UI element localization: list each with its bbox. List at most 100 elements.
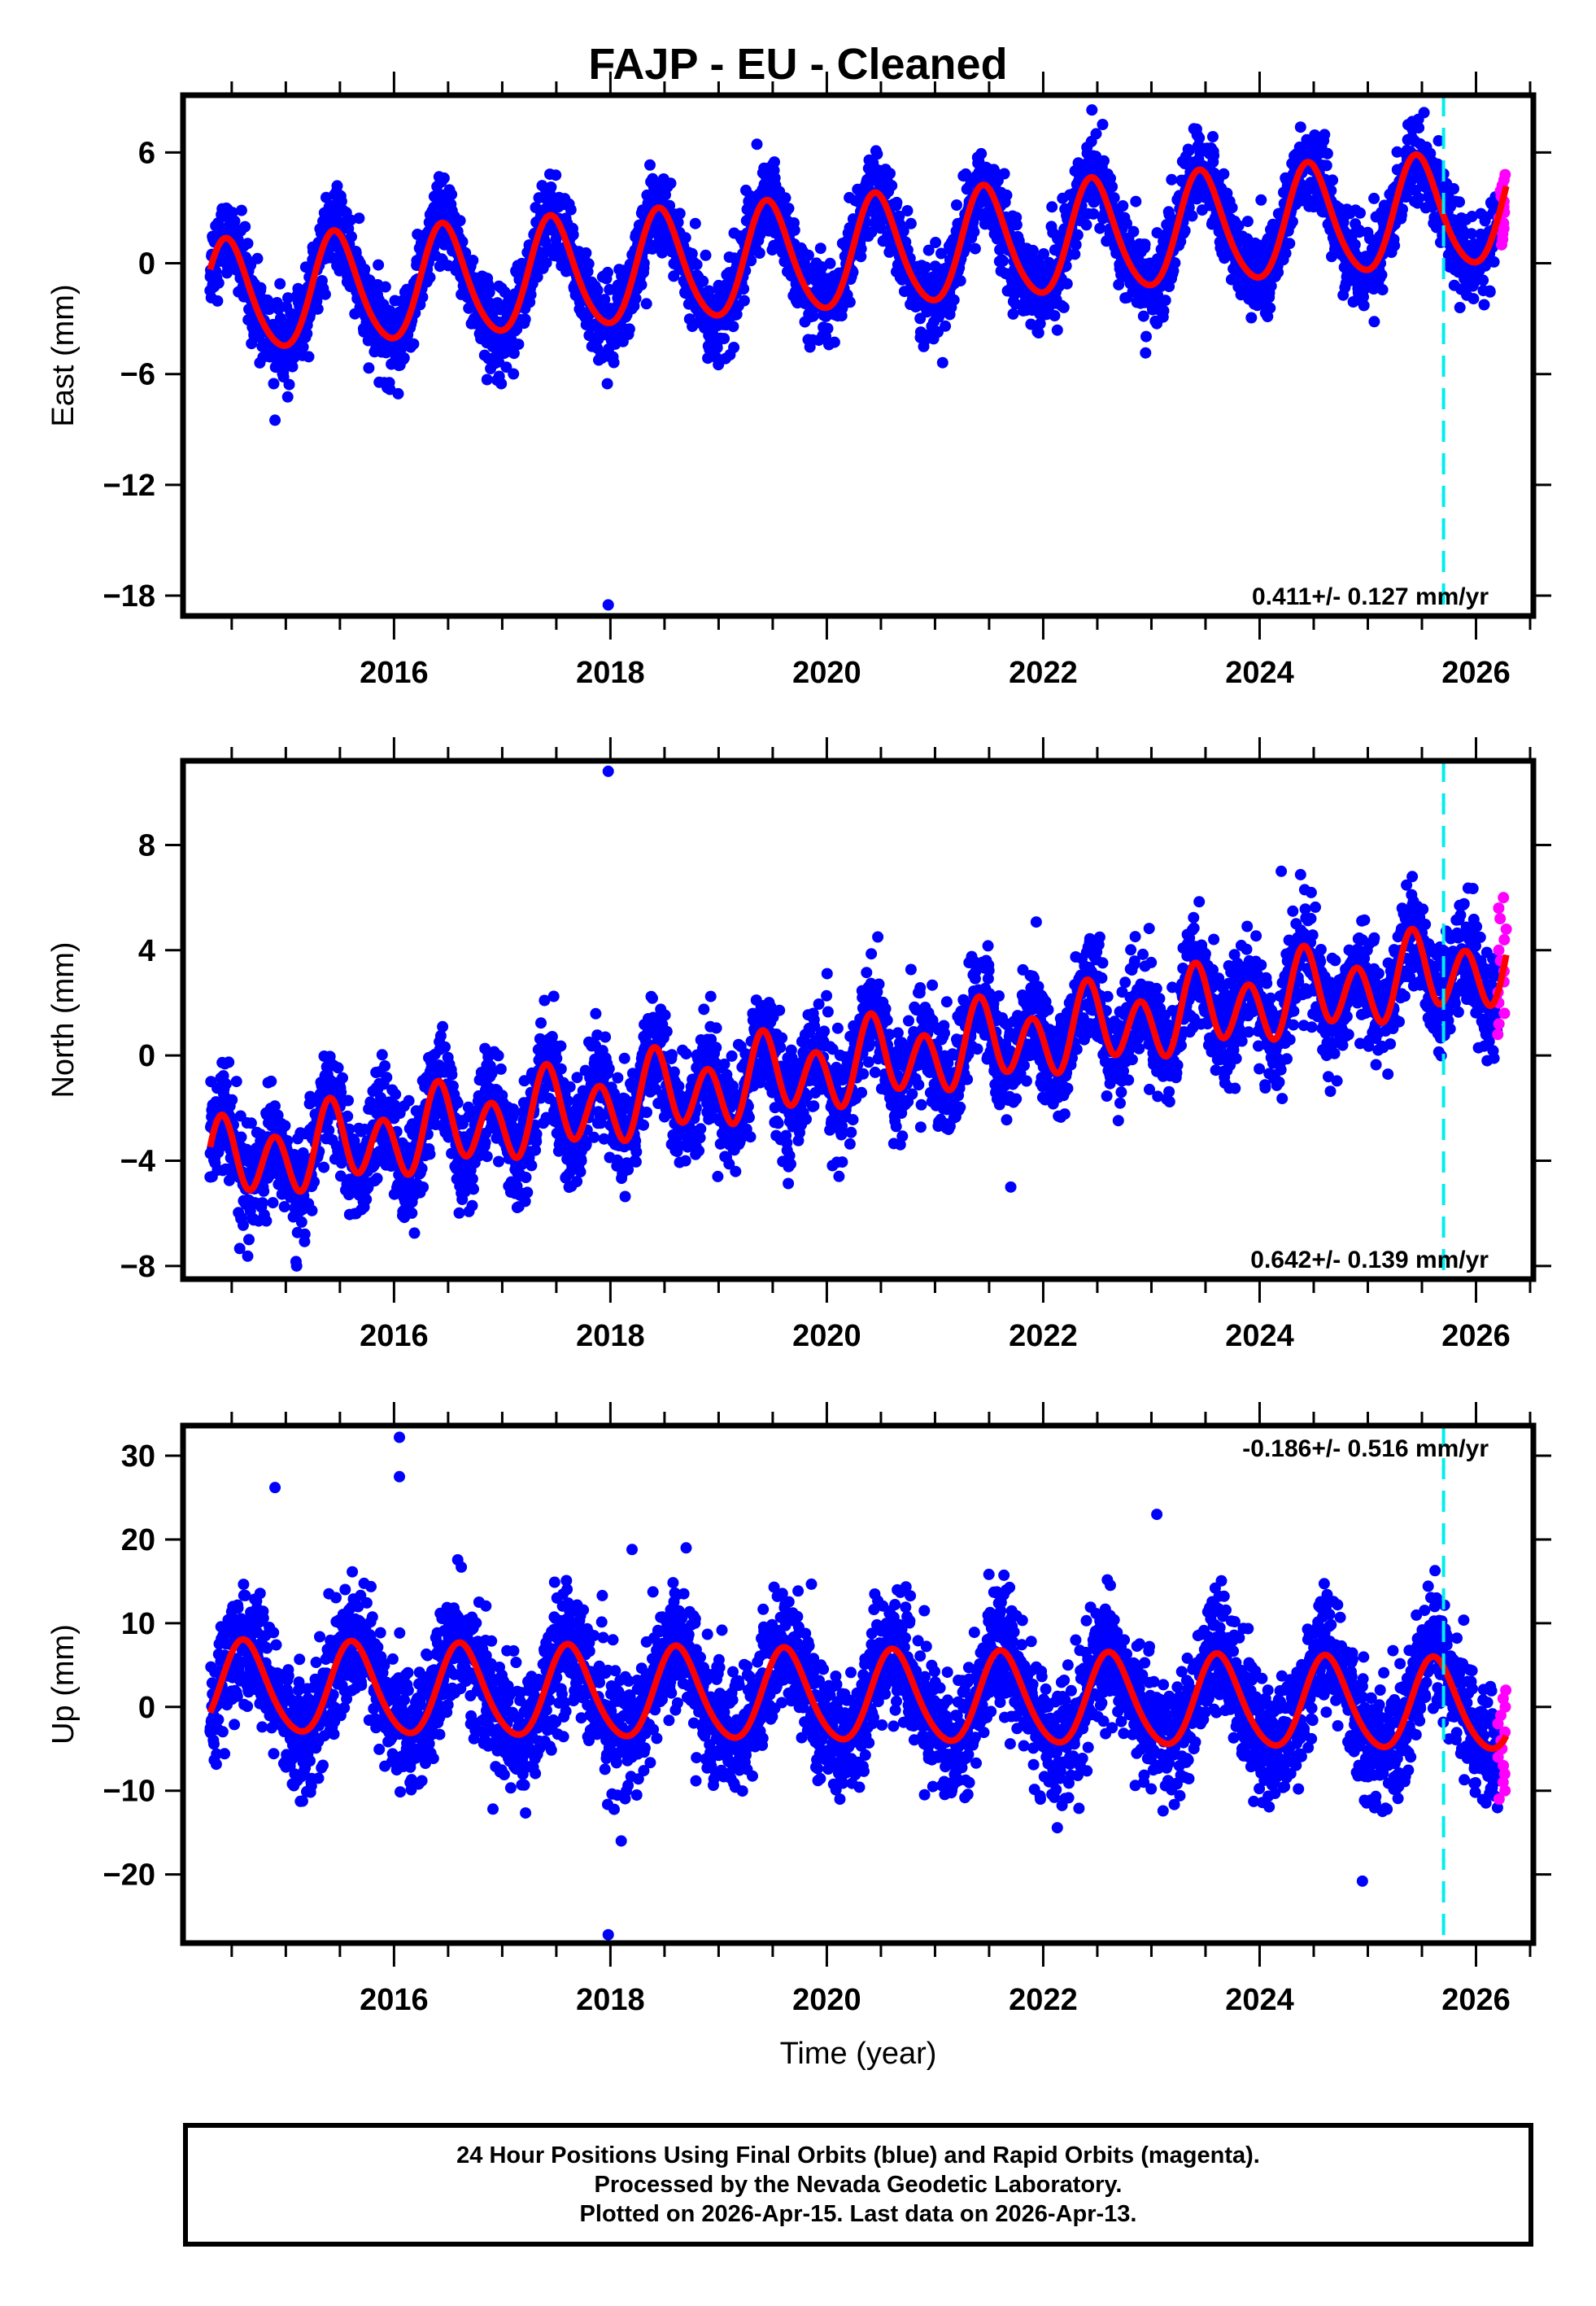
data-point — [500, 361, 512, 373]
data-point — [753, 247, 765, 259]
data-point — [359, 264, 371, 275]
data-point — [242, 1250, 254, 1262]
data-point — [718, 333, 730, 345]
y-tick-label: 6 — [138, 136, 155, 170]
data-point — [495, 378, 508, 390]
data-point — [728, 342, 740, 353]
data-point — [242, 238, 254, 250]
data-point — [951, 199, 962, 211]
data-point — [319, 288, 331, 300]
data-point — [268, 378, 280, 390]
data-point — [1094, 222, 1106, 234]
data-point — [920, 261, 932, 273]
data-point — [1207, 131, 1219, 142]
data-point — [599, 294, 611, 306]
y-tick-label: −18 — [103, 579, 155, 614]
data-point — [408, 1227, 421, 1239]
y-axis-label: East (mm) — [46, 284, 81, 426]
data-point — [565, 203, 577, 216]
data-point — [1245, 312, 1258, 324]
data-point — [1108, 192, 1120, 204]
data-point — [398, 352, 410, 364]
data-point — [844, 296, 856, 308]
data-point — [769, 156, 780, 168]
data-point — [1368, 192, 1380, 204]
data-point — [1032, 327, 1044, 338]
data-point — [212, 277, 225, 289]
data-point — [438, 172, 450, 184]
data-point — [687, 321, 699, 333]
data-point — [1467, 293, 1480, 305]
data-point — [508, 347, 520, 360]
data-point — [664, 199, 676, 212]
data-point — [483, 286, 495, 299]
y-tick-label: 0 — [138, 247, 155, 282]
data-point — [417, 1181, 430, 1193]
data-point — [381, 1072, 393, 1084]
data-point — [814, 242, 826, 255]
data-point — [711, 342, 723, 354]
data-point — [602, 266, 613, 278]
outlier-point — [602, 599, 614, 611]
data-point — [267, 1197, 279, 1209]
data-point — [1413, 192, 1425, 204]
data-point — [260, 1215, 273, 1227]
data-point — [1376, 269, 1388, 281]
data-point — [1139, 238, 1151, 251]
data-point — [1294, 121, 1306, 133]
data-point — [1241, 216, 1254, 228]
plot-area — [204, 95, 1511, 616]
data-point — [454, 215, 466, 227]
data-point — [730, 308, 743, 321]
data-point — [424, 271, 436, 283]
data-point — [922, 244, 935, 256]
data-point — [1376, 284, 1389, 296]
data-point — [226, 1094, 238, 1106]
data-point — [540, 257, 552, 269]
data-point — [408, 338, 420, 350]
data-point — [406, 1207, 418, 1219]
data-point — [1478, 299, 1490, 311]
data-point — [891, 196, 903, 208]
data-point — [1226, 202, 1238, 214]
data-point — [754, 229, 766, 241]
data-point — [1057, 301, 1070, 313]
data-point — [1349, 238, 1361, 251]
data-point — [230, 1076, 242, 1088]
data-point — [630, 292, 642, 304]
data-point — [346, 230, 357, 242]
outlier-point — [1086, 104, 1098, 116]
data-point — [265, 1075, 277, 1087]
data-point — [239, 221, 251, 233]
data-point — [337, 1072, 348, 1084]
rapid-data-point — [1499, 168, 1511, 181]
data-point — [1454, 302, 1466, 313]
data-point — [640, 298, 652, 310]
data-point — [1117, 200, 1129, 212]
data-point — [1027, 244, 1039, 256]
data-point — [279, 1120, 291, 1132]
data-point — [824, 257, 836, 269]
data-point — [897, 225, 909, 238]
data-point — [299, 1228, 311, 1240]
data-point — [312, 303, 324, 315]
data-point — [779, 192, 791, 204]
data-point — [1140, 330, 1152, 343]
data-point — [379, 281, 391, 293]
data-point — [1097, 119, 1109, 130]
data-point — [745, 255, 757, 267]
data-point — [379, 1060, 391, 1072]
data-point — [866, 226, 878, 238]
data-point — [936, 356, 948, 369]
data-point — [1186, 210, 1198, 222]
data-point — [1007, 308, 1019, 320]
data-point — [1010, 219, 1023, 231]
data-point — [353, 212, 365, 225]
data-point — [1159, 295, 1171, 307]
plot-area — [204, 761, 1512, 1279]
data-point — [323, 1125, 335, 1137]
data-point — [601, 378, 613, 390]
data-point — [969, 242, 981, 255]
